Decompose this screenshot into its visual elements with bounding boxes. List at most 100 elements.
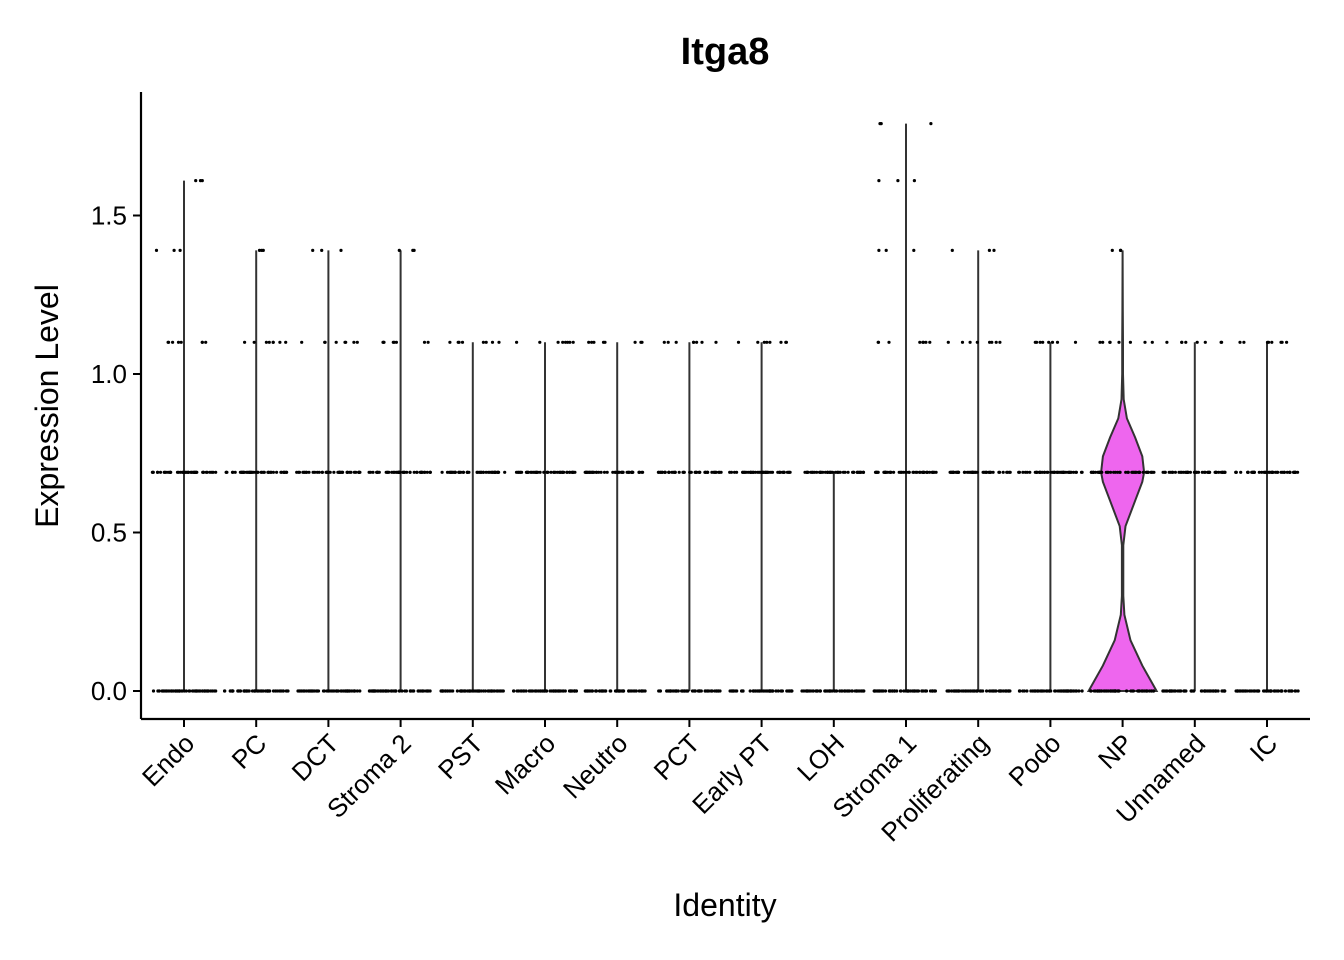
data-point [390, 689, 394, 693]
data-point [539, 689, 543, 693]
data-point [224, 470, 228, 474]
data-point [267, 470, 271, 474]
data-point [705, 689, 709, 693]
data-point [151, 470, 155, 474]
data-point [1036, 689, 1041, 693]
data-point [1035, 470, 1039, 474]
data-point [528, 689, 533, 693]
data-point [341, 470, 345, 474]
data-point [490, 340, 495, 344]
data-point [1263, 470, 1267, 474]
data-point [1067, 470, 1071, 474]
data-point [800, 689, 804, 693]
data-point [1181, 470, 1185, 474]
data-point [1098, 340, 1102, 344]
data-point [852, 470, 856, 474]
data-point [1045, 470, 1049, 474]
data-point [449, 470, 453, 474]
data-point [1025, 689, 1029, 693]
data-point [296, 470, 301, 474]
data-point [883, 689, 888, 693]
data-point [426, 340, 430, 344]
data-point [302, 689, 306, 693]
data-point [861, 470, 866, 474]
data-point [856, 689, 860, 693]
data-point [252, 340, 256, 344]
data-point [1021, 470, 1025, 474]
data-point [1061, 470, 1065, 474]
data-point [1161, 689, 1165, 693]
data-point [162, 470, 166, 474]
data-point [921, 340, 926, 344]
data-point [477, 470, 481, 474]
data-point [1028, 470, 1032, 474]
data-point [309, 689, 313, 693]
data-point [1125, 689, 1129, 693]
data-point [320, 248, 324, 252]
data-point [742, 470, 746, 474]
data-point [902, 689, 906, 693]
data-point [420, 470, 424, 474]
data-point [440, 470, 444, 474]
data-point [663, 470, 667, 474]
data-point [337, 470, 341, 474]
data-point [175, 470, 180, 474]
data-point [1294, 689, 1298, 693]
data-point [515, 340, 519, 344]
data-point [703, 470, 707, 474]
data-point [394, 470, 398, 474]
data-point [642, 689, 646, 693]
data-point [311, 470, 315, 474]
data-point [1142, 689, 1146, 693]
data-point [467, 689, 471, 693]
data-point [481, 470, 485, 474]
data-point [729, 470, 734, 474]
data-point [779, 340, 783, 344]
data-point [460, 340, 465, 344]
data-point [1074, 470, 1078, 474]
data-point [997, 470, 1001, 474]
data-point [988, 340, 992, 344]
data-point [1222, 689, 1226, 693]
data-point [697, 470, 701, 474]
data-point [968, 689, 972, 693]
data-point [497, 340, 501, 344]
data-point [962, 470, 967, 474]
data-point [640, 470, 644, 474]
data-point [714, 340, 718, 344]
data-point [275, 470, 279, 474]
data-point [991, 470, 995, 474]
data-point [1178, 689, 1182, 693]
data-point [1137, 470, 1142, 474]
points-macro [511, 340, 579, 693]
data-point [1164, 689, 1168, 693]
data-point [1263, 689, 1267, 693]
data-point [955, 470, 959, 474]
data-point [448, 340, 452, 344]
data-point [320, 470, 324, 474]
data-point [1037, 470, 1042, 474]
data-point [1033, 689, 1037, 693]
data-point [241, 470, 245, 474]
data-point [954, 689, 959, 693]
points-unnamed [1161, 340, 1227, 693]
data-point [230, 470, 235, 474]
data-point [459, 689, 463, 693]
data-point [666, 689, 670, 693]
data-point [1113, 470, 1117, 474]
data-point [516, 470, 520, 474]
data-point [929, 122, 933, 126]
data-point [394, 340, 398, 344]
data-point [307, 470, 311, 474]
data-point [1025, 470, 1029, 474]
data-point [451, 689, 455, 693]
data-point [877, 689, 881, 693]
data-point [525, 470, 529, 474]
data-point [811, 689, 815, 693]
data-point [604, 689, 608, 693]
data-point [710, 470, 714, 474]
data-point [570, 689, 574, 693]
data-point [989, 689, 993, 693]
data-point [892, 689, 896, 693]
data-point [1151, 689, 1155, 693]
